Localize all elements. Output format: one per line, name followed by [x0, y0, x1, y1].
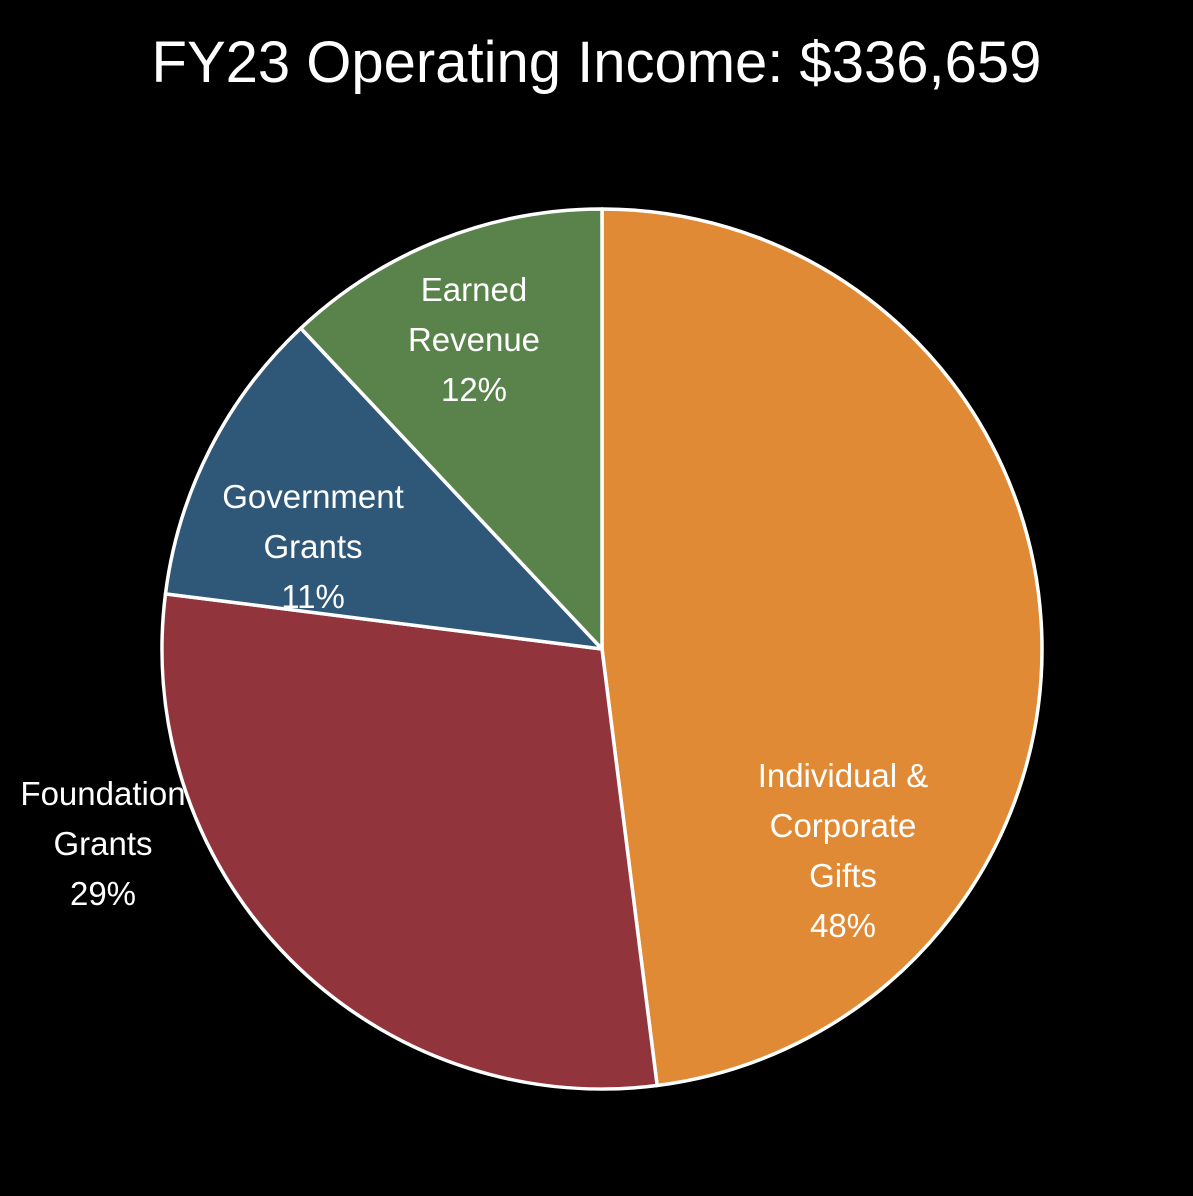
pie-slice-earned-revenue [299, 207, 604, 651]
slice-label-government-grants: Government Grants 11% [222, 478, 404, 615]
slice-name-line: Grants [263, 528, 362, 565]
slice-percent-label: 11% [281, 578, 345, 615]
slice-name-line: Corporate [770, 807, 917, 844]
slice-name-line: Grants [53, 825, 152, 862]
pie-slice-foundation-grants [160, 592, 659, 1091]
slice-name-line: Revenue [408, 321, 540, 358]
chart-title: FY23 Operating Income: $336,659 [151, 30, 1042, 95]
pie-slices [160, 207, 1044, 1091]
slice-name-line: Gifts [809, 857, 877, 894]
slice-name-line: Individual & [758, 757, 929, 794]
slice-label-foundation-grants: Foundation Grants 29% [20, 775, 185, 912]
slice-name-line: Foundation [20, 775, 185, 812]
pie-slice-individual-corporate-gifts [600, 207, 1044, 1088]
slice-percent-label: 29% [70, 875, 136, 912]
pie-slice-government-grants [163, 326, 604, 651]
slice-label-individual-corporate-gifts: Individual & Corporate Gifts 48% [758, 757, 929, 944]
slice-name-line: Earned [421, 271, 527, 308]
slice-percent-label: 12% [441, 371, 507, 408]
pie-labels: Individual & Corporate Gifts 48% Foundation G… [20, 271, 928, 944]
slice-name-line: Government [222, 478, 404, 515]
slice-label-earned-revenue: Earned Revenue 12% [408, 271, 540, 408]
slice-percent-label: 48% [810, 907, 876, 944]
